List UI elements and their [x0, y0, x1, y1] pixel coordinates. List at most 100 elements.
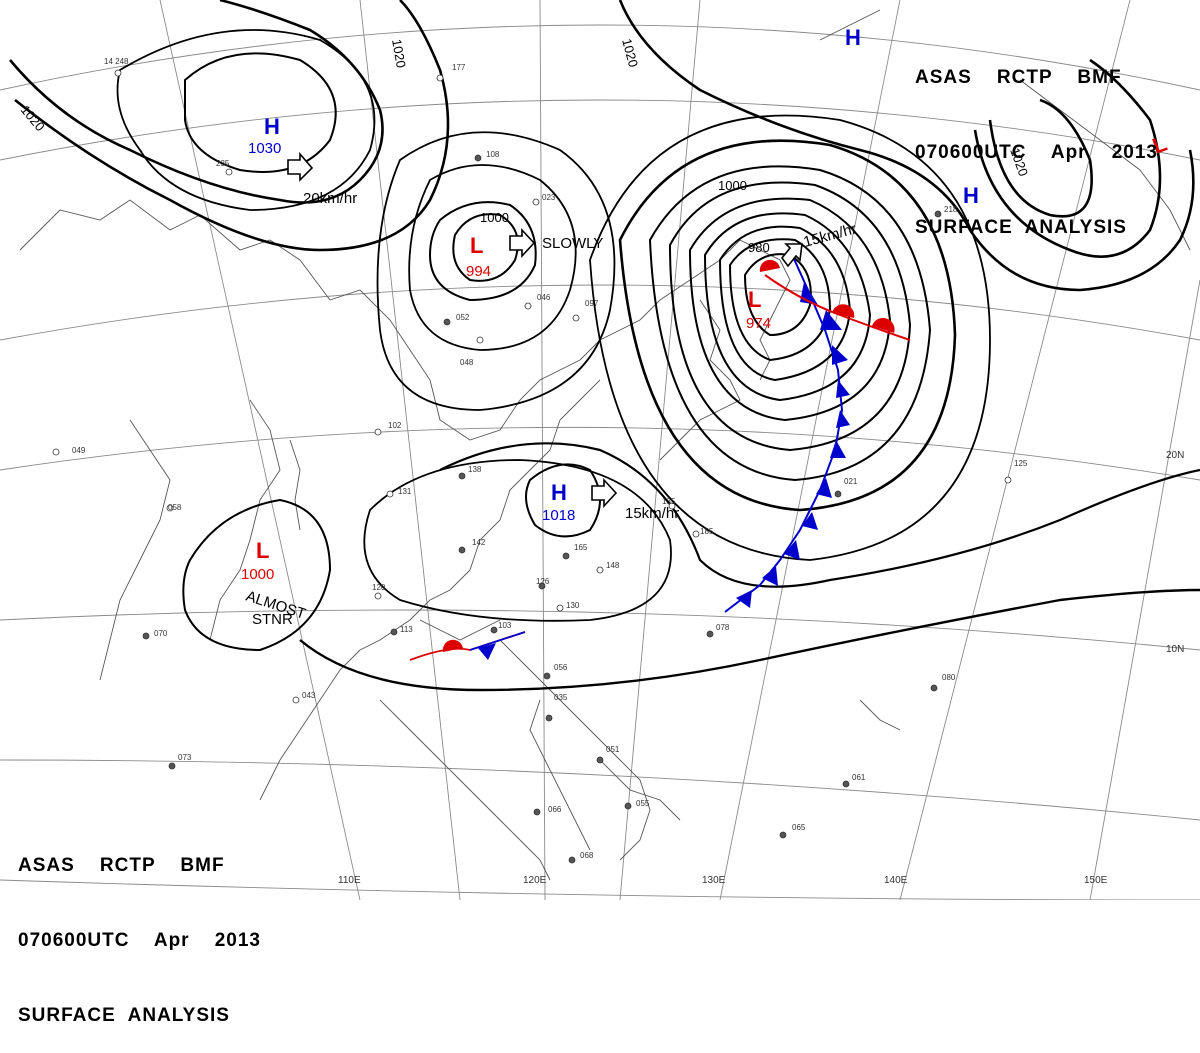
- svg-text:073: 073: [178, 753, 192, 762]
- svg-text:043: 043: [302, 691, 316, 700]
- isobar-label: 1020: [619, 37, 641, 69]
- station-plot: 080: [930, 673, 956, 692]
- longitude-label: 150E: [1084, 875, 1108, 886]
- longitude-label: 110E: [338, 875, 361, 886]
- latitude-label: 20N: [1166, 450, 1184, 461]
- station-plot: 043: [292, 691, 316, 704]
- header-title: SURFACE ANALYSIS: [18, 1005, 230, 1026]
- chart-header-top: ASAS RCTP BMF 070600UTC Apr 2013 SURFACE…: [915, 15, 1158, 265]
- low-pressure-center: L 994: [466, 233, 491, 280]
- center-symbol: H: [551, 480, 567, 505]
- movement-arrows: [287, 151, 803, 509]
- weather-map: 1020 1020 1020 1020 1000 1000 980: [0, 0, 1200, 900]
- longitude-label: 140E: [884, 875, 908, 886]
- station-plot: 135: [662, 497, 676, 510]
- station-plot: 055: [624, 799, 650, 810]
- station-plot: 049: [52, 446, 86, 456]
- svg-text:065: 065: [792, 823, 806, 832]
- isobars: [9, 0, 1200, 692]
- svg-text:135: 135: [662, 497, 676, 506]
- center-symbol: L: [470, 233, 483, 258]
- station-plot: 138: [458, 465, 482, 480]
- svg-text:046: 046: [537, 293, 551, 302]
- center-symbol: H: [963, 183, 979, 208]
- svg-text:070: 070: [154, 629, 168, 638]
- svg-text:102: 102: [388, 421, 402, 430]
- svg-text:061: 061: [852, 773, 866, 782]
- movement-arrow-icon: [780, 243, 803, 268]
- header-timestamp: 070600UTC Apr 2013: [915, 142, 1158, 163]
- svg-text:021: 021: [844, 477, 858, 486]
- svg-text:051: 051: [606, 745, 620, 754]
- svg-text:125: 125: [1014, 459, 1028, 468]
- station-plots: 14 248 235 177 108 023 046 097 052: [52, 57, 1028, 864]
- high-pressure-center: H: [963, 183, 979, 208]
- station-plot: 131: [386, 487, 412, 498]
- movement-arrow-icon: [591, 477, 618, 509]
- station-plot: 218: [934, 205, 958, 218]
- station-plot: 177: [436, 63, 466, 82]
- svg-text:165: 165: [574, 543, 588, 552]
- svg-text:142: 142: [472, 538, 486, 547]
- graticule-labels: 110E 120E 130E 140E 150E 20N 10N: [338, 450, 1184, 886]
- station-plot: 235: [216, 159, 233, 176]
- stationary-front: [409, 631, 526, 661]
- longitude-label: 120E: [523, 875, 547, 886]
- isobar-label: 1020: [389, 38, 409, 69]
- station-plot: 148: [596, 561, 620, 574]
- high-pressure-center: H 1018: [542, 480, 575, 524]
- station-plot: 165: [562, 543, 588, 560]
- svg-text:035: 035: [554, 693, 568, 702]
- station-plot: 068: [568, 851, 594, 864]
- longitude-label: 130E: [702, 875, 726, 886]
- movement-label: 15km/hr: [625, 505, 679, 522]
- station-plot: 048: [460, 336, 484, 367]
- station-plot: 051: [596, 745, 620, 764]
- coastlines: [19, 9, 1191, 881]
- station-plot: 023: [532, 193, 556, 206]
- station-plot: 130: [556, 601, 580, 612]
- header-product-code: ASAS RCTP BMF: [18, 855, 225, 876]
- pressure-centers: H 1030 L 994 L 974 H 1018 L 1000 H H L: [241, 25, 1170, 583]
- header-timestamp: 070600UTC Apr 2013: [18, 930, 261, 951]
- station-plot: 046: [524, 293, 551, 310]
- latitude-label: 10N: [1166, 644, 1184, 655]
- station-plot: 14 248: [104, 57, 129, 77]
- station-plot: 142: [458, 538, 486, 554]
- station-plot: 078: [706, 623, 730, 638]
- svg-text:048: 048: [460, 358, 474, 367]
- center-symbol: H: [845, 25, 861, 50]
- station-plot: 061: [842, 773, 866, 788]
- svg-text:023: 023: [542, 193, 556, 202]
- movement-label: STNR: [252, 611, 293, 628]
- station-plot: 073: [168, 753, 192, 770]
- svg-text:126: 126: [536, 577, 550, 586]
- svg-text:068: 068: [580, 851, 594, 860]
- center-symbol: L: [748, 287, 761, 312]
- header-product-code: ASAS RCTP BMF: [915, 67, 1122, 88]
- isobar-label: 1000: [480, 210, 509, 225]
- station-plot: 126: [536, 577, 550, 590]
- graticule: [0, 0, 1200, 900]
- high-pressure-center: H: [845, 25, 861, 50]
- center-value: 994: [466, 263, 491, 280]
- station-plot: 066: [533, 805, 562, 816]
- station-plot: 052: [443, 313, 470, 326]
- isobar-label: 1000: [718, 178, 747, 193]
- center-symbol: H: [264, 114, 280, 139]
- svg-text:131: 131: [398, 487, 412, 496]
- svg-text:120: 120: [372, 583, 386, 592]
- warm-front: [759, 259, 911, 341]
- svg-text:080: 080: [942, 673, 956, 682]
- center-value: 1018: [542, 507, 575, 524]
- station-plot: 035: [545, 693, 568, 722]
- center-value: 1000: [241, 566, 274, 583]
- station-plot: 097: [572, 299, 599, 322]
- center-symbol: L: [256, 538, 269, 563]
- svg-text:066: 066: [548, 805, 562, 814]
- svg-text:177: 177: [452, 63, 466, 72]
- station-plot: 065: [779, 823, 806, 839]
- svg-text:055: 055: [636, 799, 650, 808]
- movement-arrow-icon: [287, 151, 314, 182]
- high-pressure-center: H 1030: [248, 114, 281, 157]
